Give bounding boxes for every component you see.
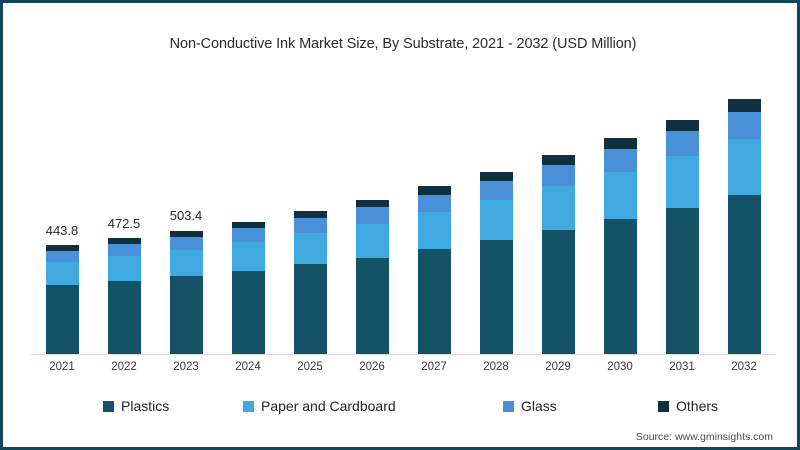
bar-segment-glass[interactable] xyxy=(417,194,451,213)
bar-segment-others[interactable] xyxy=(355,199,389,208)
legend-label: Glass xyxy=(521,398,557,414)
bar-segment-paper-and-cardboard[interactable] xyxy=(665,156,699,209)
bar-segment-paper-and-cardboard[interactable] xyxy=(479,199,513,240)
bar-column[interactable] xyxy=(107,238,141,355)
bar-segment-paper-and-cardboard[interactable] xyxy=(355,223,389,258)
legend-swatch-icon xyxy=(243,400,254,412)
bar-segment-glass[interactable] xyxy=(293,218,327,234)
bar-segment-plastics[interactable] xyxy=(231,270,265,355)
bar-segment-glass[interactable] xyxy=(665,131,699,157)
bar-column[interactable] xyxy=(541,155,575,355)
bar-segment-others[interactable] xyxy=(293,211,327,219)
bar-segment-plastics[interactable] xyxy=(107,280,141,355)
bar-segment-plastics[interactable] xyxy=(293,264,327,355)
x-axis-tick-2027: 2027 xyxy=(421,361,447,373)
bar-segment-plastics[interactable] xyxy=(355,257,389,355)
bar-segment-paper-and-cardboard[interactable] xyxy=(727,139,761,196)
bar-segment-plastics[interactable] xyxy=(169,276,203,355)
bar-column[interactable] xyxy=(727,99,761,355)
x-axis-tick-2025: 2025 xyxy=(297,361,323,373)
legend-item-plastics[interactable]: Plastics xyxy=(103,398,169,414)
legend-label: Others xyxy=(676,398,719,414)
bar-segment-glass[interactable] xyxy=(541,165,575,187)
legend-item-paper-and-cardboard[interactable]: Paper and Cardboard xyxy=(243,398,396,414)
bar-segment-others[interactable] xyxy=(665,119,699,132)
bar-segment-glass[interactable] xyxy=(603,148,637,172)
bar-segment-paper-and-cardboard[interactable] xyxy=(541,186,575,231)
bar-segment-others[interactable] xyxy=(727,99,761,112)
bar-segment-glass[interactable] xyxy=(727,111,761,140)
x-axis-tick-2024: 2024 xyxy=(235,361,261,373)
bar-segment-others[interactable] xyxy=(107,238,141,245)
bar-column[interactable] xyxy=(417,186,451,355)
bar-segment-others[interactable] xyxy=(541,155,575,166)
bar-segment-plastics[interactable] xyxy=(727,195,761,355)
bar-segment-glass[interactable] xyxy=(355,207,389,224)
chart-title: Non-Conductive Ink Market Size, By Subst… xyxy=(169,36,637,52)
bar-segment-plastics[interactable] xyxy=(603,219,637,355)
bar-segment-others[interactable] xyxy=(479,171,513,181)
bar-segment-plastics[interactable] xyxy=(541,230,575,355)
x-axis-tick-2021: 2021 xyxy=(49,361,75,373)
bar-segment-paper-and-cardboard[interactable] xyxy=(169,249,203,277)
bar-value-label: 443.8 xyxy=(45,223,79,239)
bar-segment-plastics[interactable] xyxy=(417,249,451,355)
bar-segment-glass[interactable] xyxy=(479,180,513,200)
bar-column[interactable] xyxy=(169,230,203,355)
bar-segment-glass[interactable] xyxy=(45,251,79,263)
x-axis-tick-2030: 2030 xyxy=(607,361,633,373)
bar-column[interactable] xyxy=(231,221,265,355)
bar-segment-others[interactable] xyxy=(169,230,203,237)
x-axis-tick-2031: 2031 xyxy=(669,361,695,373)
bar-column[interactable] xyxy=(665,119,699,355)
bar-segment-others[interactable] xyxy=(417,186,451,195)
x-axis-tick-2022: 2022 xyxy=(111,361,137,373)
plot-area: 443.8 472.5 503.4 xyxy=(31,91,775,355)
bar-segment-plastics[interactable] xyxy=(45,285,79,355)
source-attribution: Source: www.gminsights.com xyxy=(635,431,773,443)
x-axis-tick-2026: 2026 xyxy=(359,361,385,373)
bar-column[interactable] xyxy=(479,171,513,355)
x-axis-tick-2028: 2028 xyxy=(483,361,509,373)
bar-column[interactable] xyxy=(603,138,637,355)
bar-segment-glass[interactable] xyxy=(169,236,203,250)
bar-column[interactable] xyxy=(355,199,389,355)
bar-column[interactable] xyxy=(45,245,79,355)
bar-segment-others[interactable] xyxy=(45,245,79,252)
legend-item-glass[interactable]: Glass xyxy=(503,398,557,414)
bar-column[interactable] xyxy=(293,211,327,355)
legend-swatch-icon xyxy=(103,400,114,412)
bar-segment-others[interactable] xyxy=(231,221,265,229)
legend-swatch-icon xyxy=(658,400,669,412)
legend-swatch-icon xyxy=(503,400,514,412)
bar-segment-paper-and-cardboard[interactable] xyxy=(231,242,265,271)
bar-segment-others[interactable] xyxy=(603,138,637,149)
bar-segment-paper-and-cardboard[interactable] xyxy=(45,262,79,286)
axis-baseline xyxy=(31,354,775,355)
legend-item-others[interactable]: Others xyxy=(658,398,718,414)
bar-segment-plastics[interactable] xyxy=(665,208,699,355)
x-axis-tick-2032: 2032 xyxy=(731,361,757,373)
x-axis-tick-2029: 2029 xyxy=(545,361,571,373)
legend-label: Plastics xyxy=(121,398,170,414)
bar-segment-paper-and-cardboard[interactable] xyxy=(603,171,637,220)
bar-segment-glass[interactable] xyxy=(231,228,265,243)
chart-legend: Plastics Paper and Cardboard Glass Others xyxy=(3,398,797,422)
bar-value-label: 472.5 xyxy=(107,216,141,232)
bar-segment-paper-and-cardboard[interactable] xyxy=(417,212,451,250)
bar-value-label: 503.4 xyxy=(169,208,203,224)
bar-segment-glass[interactable] xyxy=(107,244,141,257)
bar-segment-plastics[interactable] xyxy=(479,240,513,355)
x-axis-tick-2023: 2023 xyxy=(173,361,199,373)
legend-label: Paper and Cardboard xyxy=(261,398,396,414)
x-axis-labels: 2021 2022 2023 2024 2025 2026 2027 2028 2029 2030… xyxy=(31,361,775,381)
bar-segment-paper-and-cardboard[interactable] xyxy=(293,233,327,265)
bar-segment-paper-and-cardboard[interactable] xyxy=(107,256,141,281)
